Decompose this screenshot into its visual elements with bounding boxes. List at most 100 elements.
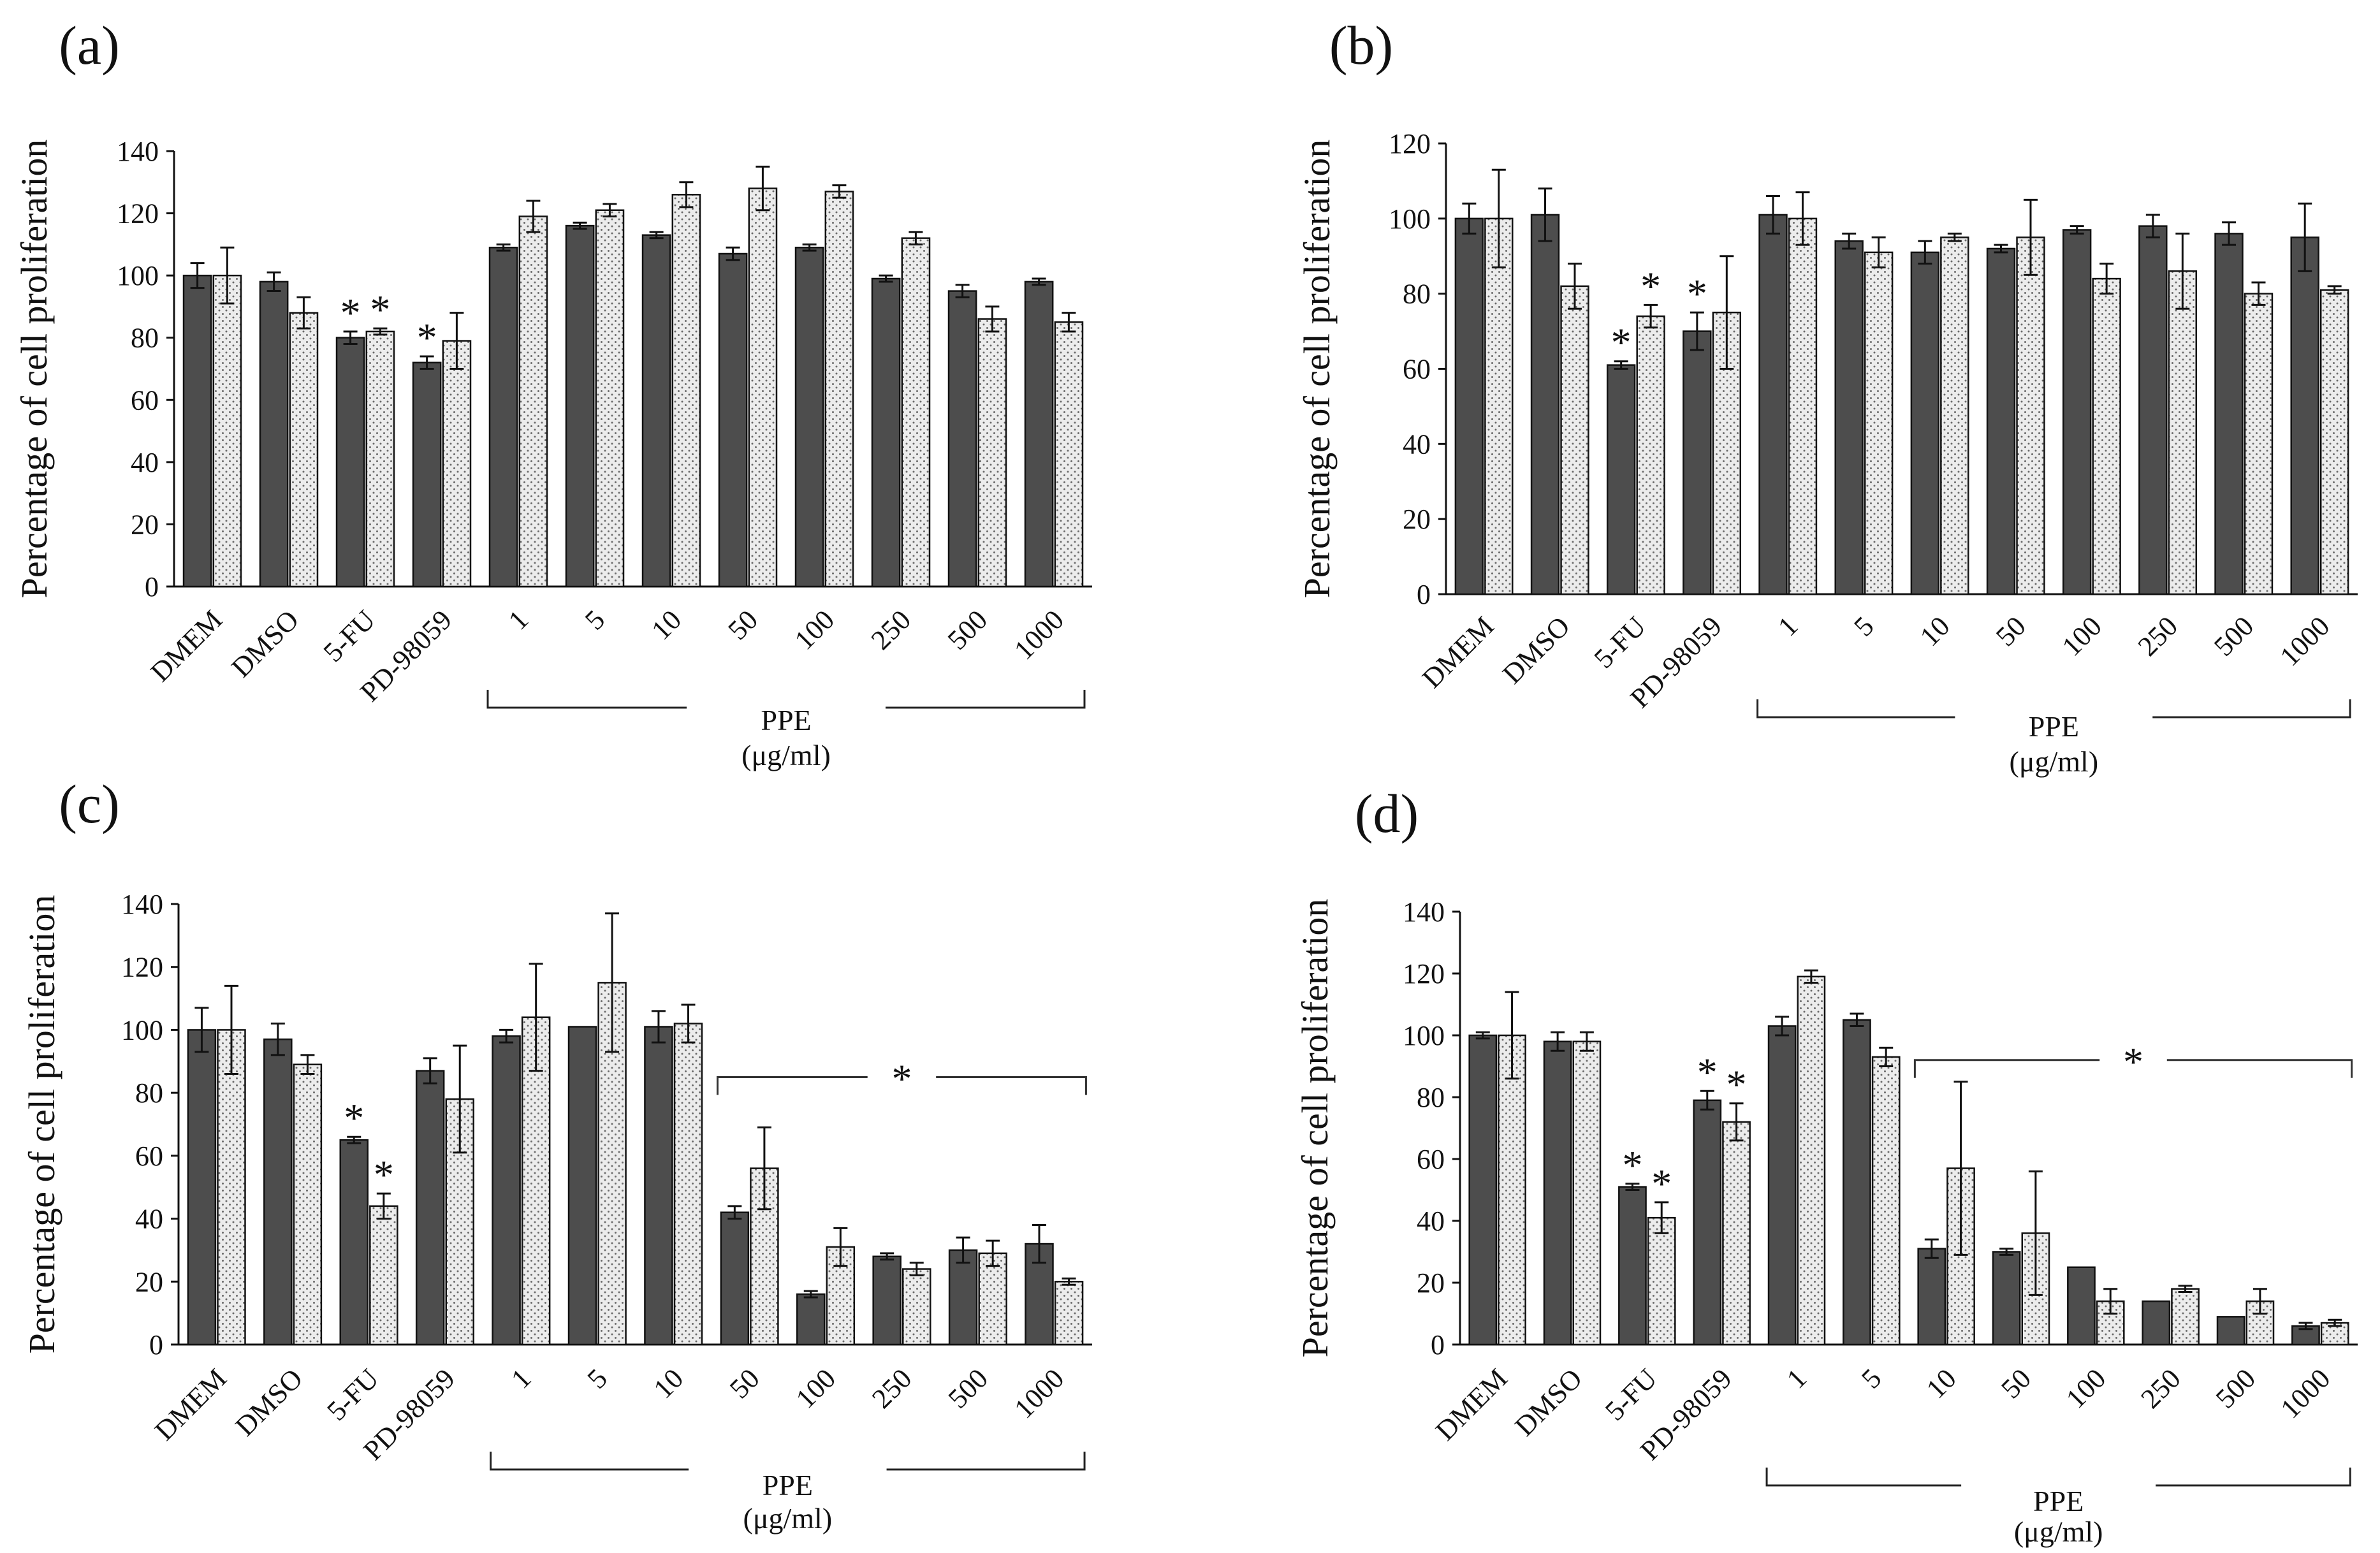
x-tick-label: DMEM bbox=[1416, 610, 1500, 694]
bar-dotted bbox=[442, 340, 472, 588]
y-tick-label: 120 bbox=[121, 952, 163, 983]
bar-dotted bbox=[2016, 237, 2045, 595]
x-tick-label: 5 bbox=[581, 1362, 613, 1394]
x-tick-label: 1 bbox=[505, 1362, 537, 1394]
bar-dark bbox=[1843, 1019, 1871, 1346]
bar-dotted bbox=[901, 237, 931, 588]
x-tick-label: 10 bbox=[645, 604, 687, 646]
bar-dotted bbox=[365, 330, 395, 588]
bar-dark bbox=[871, 277, 901, 588]
bar-dotted bbox=[1647, 1216, 1676, 1346]
bar-dark bbox=[641, 234, 671, 588]
y-tick-label: 80 bbox=[135, 1077, 163, 1109]
y-tick-label: 140 bbox=[121, 889, 163, 920]
bar-dotted bbox=[824, 191, 854, 588]
bar-dotted bbox=[2171, 1288, 2200, 1346]
bar-dark bbox=[339, 1139, 369, 1346]
bar-dark bbox=[415, 1070, 445, 1346]
bar-dotted bbox=[977, 318, 1007, 588]
significance-bracket bbox=[1913, 1059, 2353, 1078]
bar-dark bbox=[1917, 1248, 1946, 1346]
bar-dark bbox=[565, 224, 595, 588]
y-tick-label: 20 bbox=[1403, 504, 1431, 535]
y-axis-label: Percentage of cell proliferation bbox=[13, 140, 55, 599]
x-tick-label: 5 bbox=[1855, 1362, 1887, 1394]
bar-dark bbox=[2290, 237, 2319, 595]
bar-dark bbox=[1454, 217, 1484, 595]
y-tick-label: 0 bbox=[1417, 579, 1431, 610]
significance-bracket bbox=[716, 1075, 1087, 1095]
bar-dark bbox=[259, 281, 289, 588]
ppe-group-label: PPE bbox=[2033, 1485, 2084, 1517]
x-tick-label: 5-FU bbox=[1599, 1362, 1663, 1426]
x-tick-label: DMEM bbox=[145, 604, 228, 687]
x-tick-label: 500 bbox=[2210, 1362, 2261, 1414]
y-tick-label: 80 bbox=[131, 323, 159, 354]
bar-dotted bbox=[1636, 315, 1665, 595]
y-axis-label: Percentage of cell proliferation bbox=[1296, 140, 1338, 599]
significance-star: * bbox=[1687, 271, 1707, 316]
bar-dotted bbox=[1797, 975, 1826, 1346]
bar-dark bbox=[1758, 214, 1788, 595]
bar-dark bbox=[488, 246, 518, 588]
x-tick-label: 1 bbox=[502, 604, 534, 636]
y-tick-label: 0 bbox=[1431, 1329, 1445, 1360]
x-tick-label: 500 bbox=[942, 604, 993, 655]
y-tick-label: 0 bbox=[149, 1329, 163, 1360]
bar-dark bbox=[1024, 281, 1054, 588]
x-tick-label: 100 bbox=[2060, 1362, 2112, 1414]
bar-dark bbox=[1543, 1040, 1572, 1346]
bar-dotted bbox=[673, 1023, 703, 1346]
bar-dotted bbox=[902, 1268, 931, 1346]
bar-dark bbox=[1468, 1034, 1498, 1346]
bar-dark bbox=[263, 1038, 293, 1346]
ppe-group-bracket bbox=[1756, 699, 2351, 718]
y-tick-label: 140 bbox=[117, 136, 159, 167]
ppe-group-label: PPE bbox=[761, 704, 811, 736]
bar-dotted bbox=[595, 209, 625, 588]
y-tick-label: 60 bbox=[1417, 1144, 1445, 1175]
y-tick-label: 20 bbox=[1417, 1267, 1445, 1299]
bar-dotted bbox=[369, 1205, 398, 1346]
bar-dark bbox=[187, 1029, 217, 1346]
bar-dotted bbox=[1722, 1121, 1751, 1346]
x-tick-label: 10 bbox=[1920, 1362, 1962, 1404]
bar-dotted bbox=[518, 215, 548, 588]
bar-dotted bbox=[289, 312, 319, 588]
bar-dark bbox=[948, 1249, 978, 1346]
bar-dark bbox=[794, 246, 824, 588]
y-tick-label: 0 bbox=[145, 571, 159, 602]
bar-dotted bbox=[671, 194, 701, 588]
bar-dark bbox=[1992, 1251, 2021, 1346]
bar-dark bbox=[2067, 1266, 2096, 1346]
bar-dark bbox=[872, 1255, 902, 1346]
bar-dotted bbox=[748, 187, 778, 588]
bar-dark bbox=[947, 290, 977, 588]
y-tick-label: 60 bbox=[135, 1141, 163, 1172]
panel-label: (b) bbox=[1329, 15, 1393, 76]
significance-star: * bbox=[1640, 263, 1661, 309]
bar-dark bbox=[720, 1211, 750, 1346]
y-tick-label: 100 bbox=[1403, 1020, 1445, 1051]
y-axis-label: Percentage of cell proliferation bbox=[21, 895, 62, 1354]
significance-star: * bbox=[370, 287, 390, 332]
x-tick-label: 1 bbox=[1781, 1362, 1813, 1394]
bar-dotted bbox=[2244, 293, 2274, 595]
significance-star: * bbox=[1651, 1161, 1672, 1206]
y-tick-label: 40 bbox=[131, 447, 159, 478]
y-tick-label: 40 bbox=[135, 1204, 163, 1235]
x-tick-label: 250 bbox=[866, 1362, 917, 1414]
bar-dark bbox=[2142, 1300, 2171, 1346]
panel-label: (a) bbox=[59, 15, 119, 76]
bar-dark bbox=[2216, 1316, 2245, 1346]
bar-dark bbox=[1986, 247, 2016, 595]
x-tick-label: DMSO bbox=[1509, 1362, 1589, 1442]
significance-star: * bbox=[340, 290, 361, 335]
x-tick-label: 1 bbox=[1772, 610, 1804, 642]
y-tick-label: 20 bbox=[135, 1266, 163, 1297]
bar-dark bbox=[492, 1035, 521, 1346]
x-tick-label: 5-FU bbox=[321, 1362, 384, 1426]
bar-dark bbox=[1767, 1025, 1797, 1346]
ppe-group-bracket bbox=[490, 1452, 1086, 1471]
